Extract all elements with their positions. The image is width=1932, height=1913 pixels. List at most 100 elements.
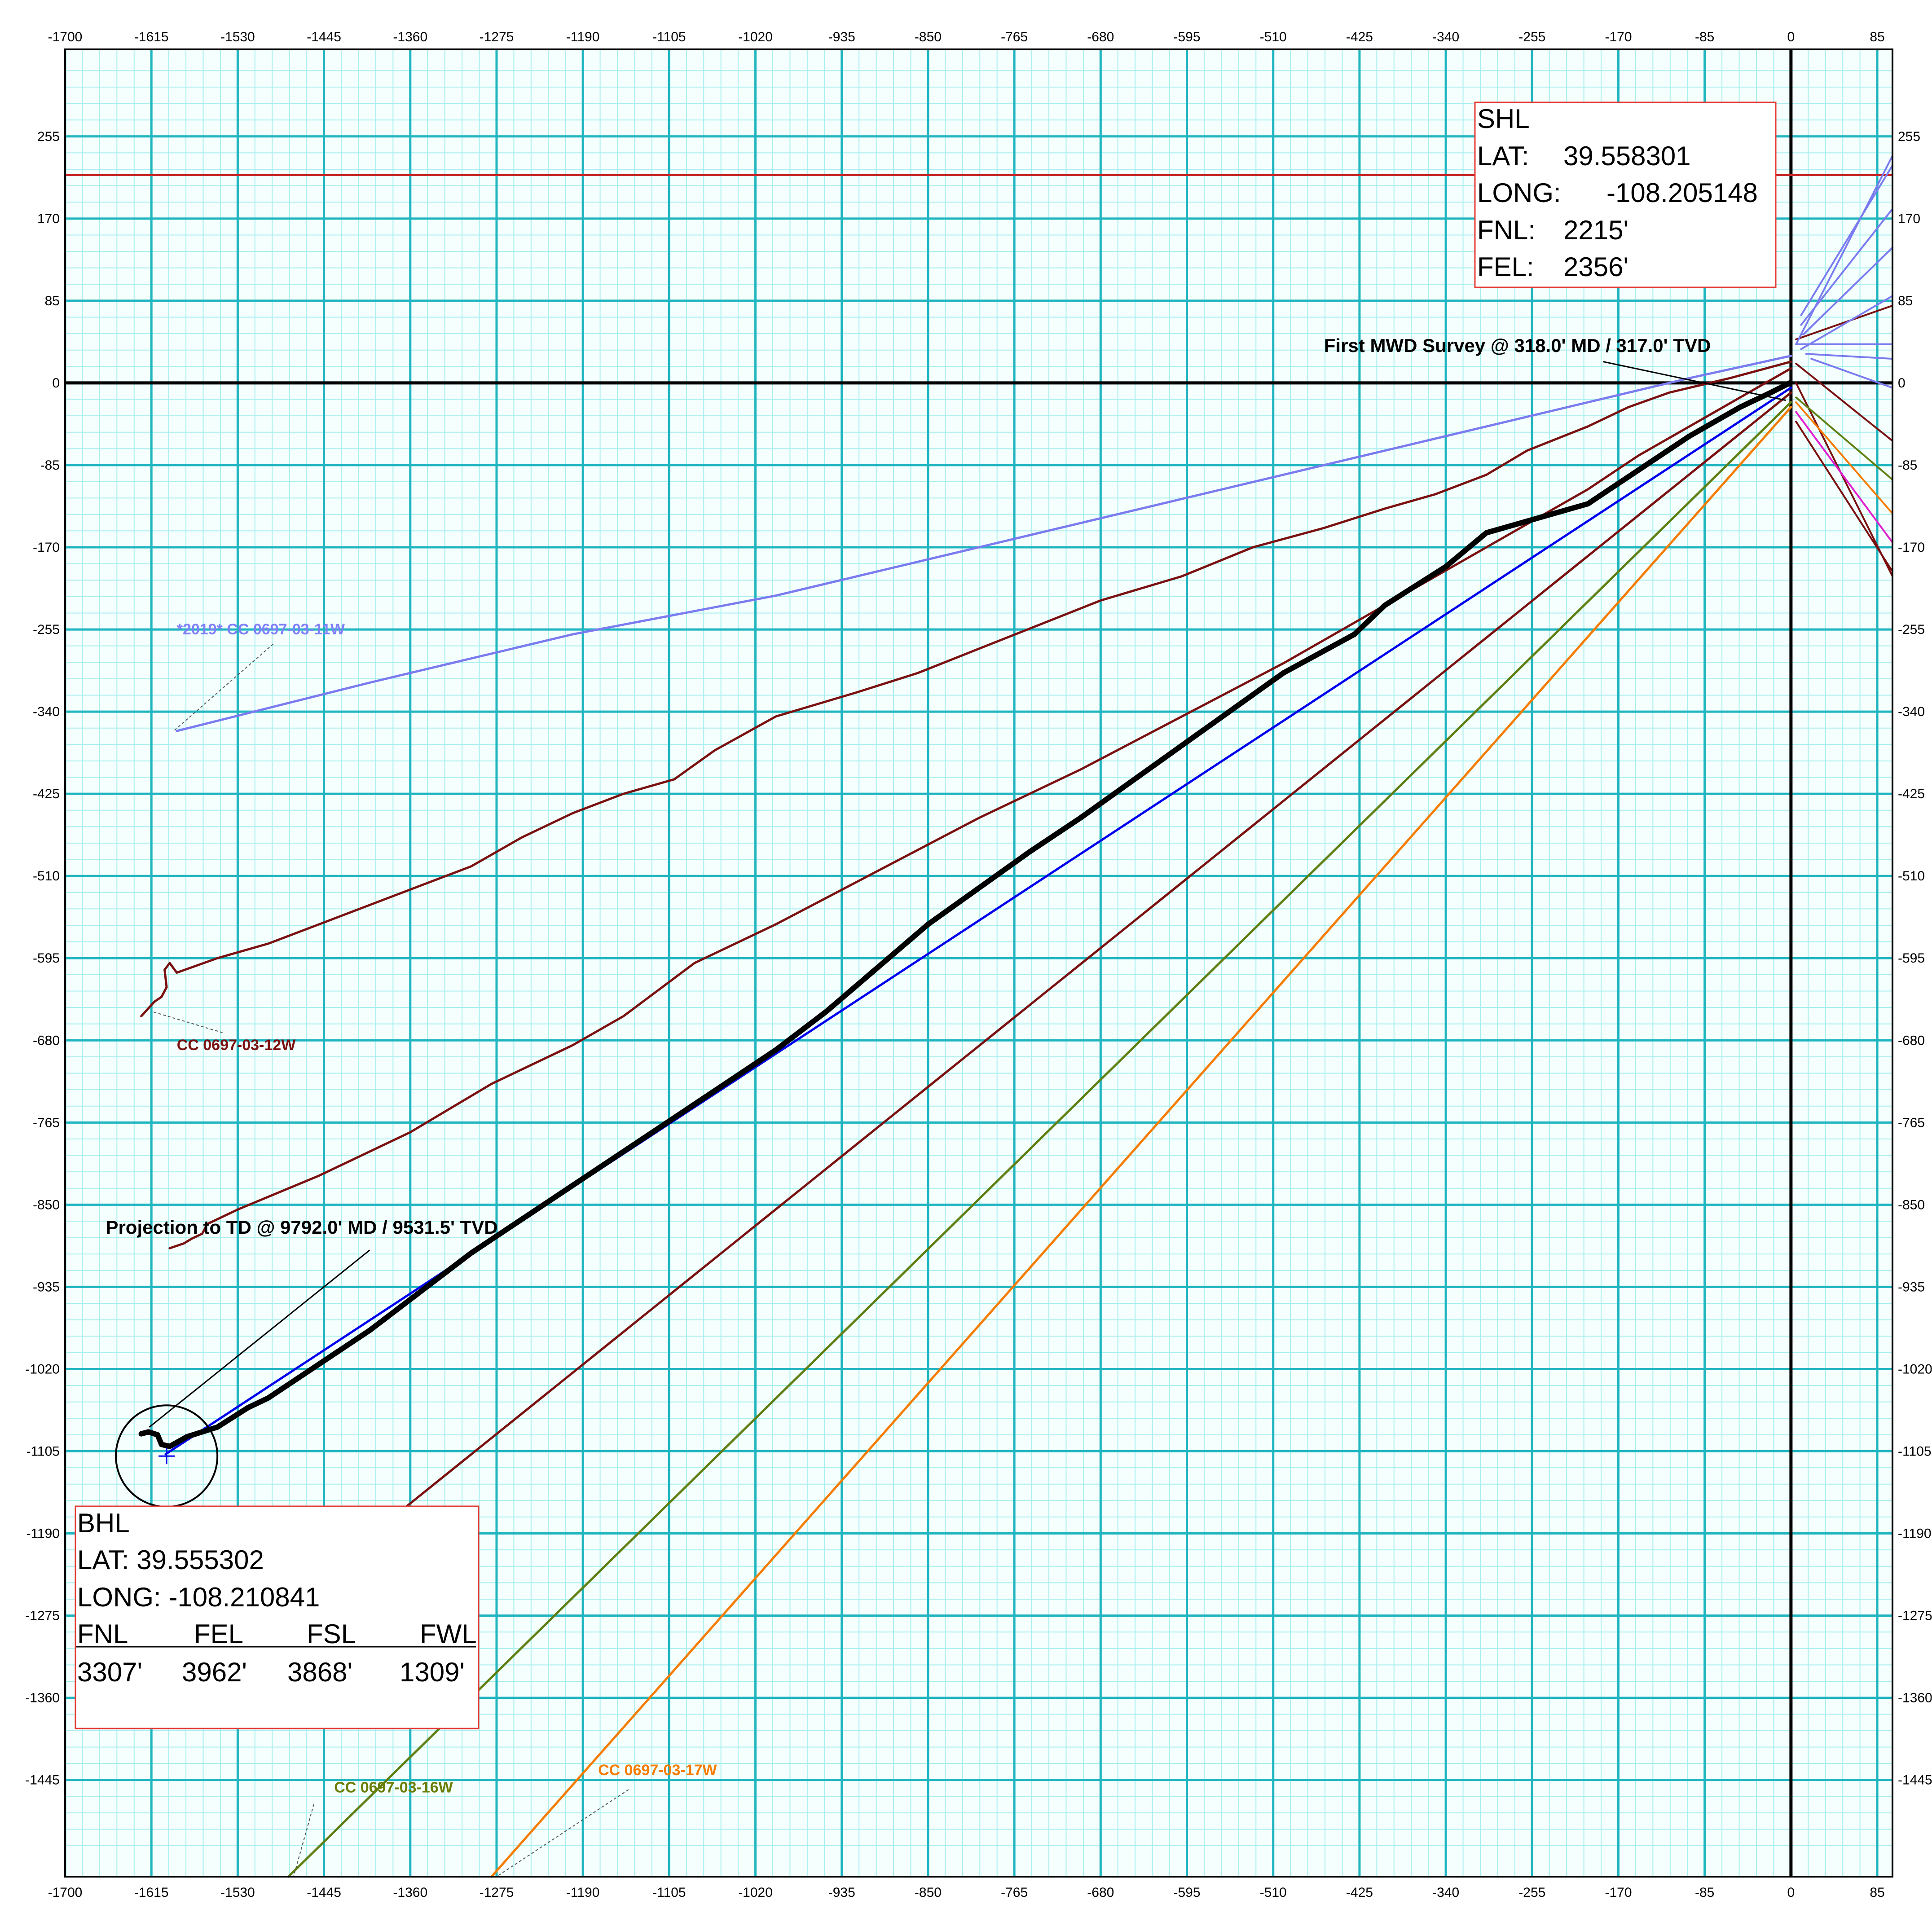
x-tick-label-bottom: -1020 xyxy=(738,1885,773,1900)
y-tick-label-left: 0 xyxy=(52,376,60,391)
series-15 xyxy=(1795,154,1893,345)
shl-title: SHL xyxy=(1477,104,1530,134)
y-tick-label-left: -510 xyxy=(33,869,60,884)
y-tick-label-right: -935 xyxy=(1898,1280,1925,1294)
series-cc-0697-03-12w xyxy=(140,361,1792,1017)
series-21 xyxy=(1805,353,1893,360)
y-tick-label-right: -255 xyxy=(1898,622,1925,637)
bhl-title: BHL xyxy=(77,1508,130,1538)
series-11 xyxy=(1795,421,1893,572)
x-tick-label-bottom: -1615 xyxy=(134,1885,169,1900)
shl-long-value: -108.205148 xyxy=(1606,178,1758,208)
x-tick-label-top: -1190 xyxy=(566,30,600,44)
series-layer xyxy=(138,154,1893,1878)
bhl-long: LONG: -108.210841 xyxy=(77,1582,320,1612)
y-tick-label-left: -1105 xyxy=(26,1444,60,1459)
x-tick-label-top: -170 xyxy=(1605,30,1632,44)
y-tick-label-right: -850 xyxy=(1898,1197,1925,1212)
x-tick-label-bottom: -1530 xyxy=(220,1885,255,1900)
x-tick-label-top: -680 xyxy=(1087,30,1114,44)
tick-labels: -1700-1700-1615-1615-1530-1530-1445-1445… xyxy=(25,30,1932,1900)
y-tick-label-left: -1275 xyxy=(25,1609,60,1623)
bhl-header-fsl: FSL xyxy=(307,1619,356,1649)
x-tick-label-top: -1700 xyxy=(48,30,83,44)
y-tick-label-left: -1020 xyxy=(25,1362,60,1376)
x-tick-label-bottom: -1700 xyxy=(48,1885,83,1900)
y-tick-label-right: -425 xyxy=(1898,787,1925,801)
well-label: CC 0697-03-16W xyxy=(334,1779,453,1796)
series-12 xyxy=(1795,396,1893,481)
x-tick-label-top: -1275 xyxy=(480,30,514,44)
shl-info-box: SHL LAT: 39.558301 LONG: -108.205148 FNL… xyxy=(1474,101,1777,288)
y-tick-label-right: -1360 xyxy=(1898,1691,1932,1706)
y-tick-label-left: -255 xyxy=(33,622,60,637)
series-8 xyxy=(1795,304,1893,340)
y-tick-label-left: 255 xyxy=(37,129,60,144)
well-label-leader xyxy=(173,643,274,731)
x-tick-label-top: -510 xyxy=(1260,30,1287,44)
series-7 xyxy=(138,380,1793,1449)
bhl-header-fel: FEL xyxy=(194,1619,243,1649)
y-tick-label-right: 170 xyxy=(1898,211,1920,226)
annotation-layer: First MWD Survey @ 318.0' MD / 317.0' TV… xyxy=(106,335,1786,1428)
x-tick-label-top: 0 xyxy=(1787,30,1795,44)
x-tick-label-top: -1360 xyxy=(393,30,427,44)
minor-grid xyxy=(65,49,1892,1877)
x-tick-label-bottom: -595 xyxy=(1174,1885,1201,1900)
y-tick-label-right: -85 xyxy=(1898,458,1917,473)
shl-lat-value: 39.558301 xyxy=(1563,141,1691,171)
plot-frame xyxy=(64,48,1893,1878)
y-tick-label-left: -935 xyxy=(33,1280,60,1294)
y-tick-label-right: -340 xyxy=(1898,704,1925,719)
x-tick-label-bottom: -765 xyxy=(1001,1885,1028,1900)
y-tick-label-left: -680 xyxy=(33,1033,60,1048)
bhl-header-fnl: FNL xyxy=(77,1619,128,1649)
annotation-text: Projection to TD @ 9792.0' MD / 9531.5' … xyxy=(106,1217,497,1238)
y-tick-label-left: -1360 xyxy=(25,1691,60,1706)
y-tick-label-right: 255 xyxy=(1898,129,1920,144)
shl-fel-label: FEL: xyxy=(1477,252,1534,282)
bhl-value-fsl: 3868' xyxy=(287,1657,352,1687)
series-13 xyxy=(1795,401,1893,515)
x-tick-label-bottom: -85 xyxy=(1695,1885,1714,1900)
x-tick-label-bottom: -255 xyxy=(1518,1885,1545,1900)
series-14 xyxy=(1795,411,1893,544)
shl-fnl-label: FNL: xyxy=(1477,215,1536,245)
y-tick-label-left: -170 xyxy=(33,540,60,555)
series-22 xyxy=(1810,358,1893,389)
bhl-value-fwl: 1309' xyxy=(400,1657,465,1687)
y-tick-label-left: -1445 xyxy=(25,1773,60,1788)
y-tick-label-left: 170 xyxy=(37,211,60,226)
y-tick-label-right: -1190 xyxy=(1898,1526,1932,1541)
well-label: CC 0697-03-12W xyxy=(177,1037,296,1054)
bhl-value-fnl: 3307' xyxy=(77,1657,142,1687)
annotation-leader xyxy=(1603,361,1786,401)
x-tick-label-bottom: -510 xyxy=(1260,1885,1287,1900)
x-tick-label-top: -595 xyxy=(1174,30,1201,44)
bhl-box-frame xyxy=(75,1505,480,1729)
y-tick-label-right: -680 xyxy=(1898,1033,1925,1048)
x-tick-label-top: -1105 xyxy=(652,30,686,44)
y-tick-label-right: 85 xyxy=(1898,294,1913,308)
x-tick-label-top: -85 xyxy=(1695,30,1714,44)
y-tick-label-right: -1445 xyxy=(1898,1773,1932,1788)
y-tick-label-left: -85 xyxy=(40,458,60,473)
y-tick-label-right: -595 xyxy=(1898,951,1925,966)
shl-fnl-value: 2215' xyxy=(1563,215,1628,245)
x-tick-label-bottom: -1105 xyxy=(652,1885,686,1900)
shl-long-label: LONG: xyxy=(1477,178,1561,208)
x-tick-label-bottom: 0 xyxy=(1787,1885,1795,1900)
x-tick-label-top: -1020 xyxy=(738,30,773,44)
x-tick-label-bottom: -1445 xyxy=(307,1885,341,1900)
x-tick-label-bottom: -1190 xyxy=(566,1885,600,1900)
y-tick-label-left: -425 xyxy=(33,787,60,801)
x-tick-label-bottom: 85 xyxy=(1870,1885,1884,1900)
bhl-value-fel: 3962' xyxy=(182,1657,247,1687)
well-label: CC 0697-03-17W xyxy=(598,1762,717,1779)
shl-box-frame xyxy=(1474,101,1777,288)
zero-axes xyxy=(65,49,1892,1877)
y-tick-label-right: -765 xyxy=(1898,1115,1925,1130)
x-tick-label-bottom: -340 xyxy=(1432,1885,1459,1900)
series-9 xyxy=(1795,362,1893,442)
series-cc-0697-03-17w xyxy=(490,406,1792,1878)
